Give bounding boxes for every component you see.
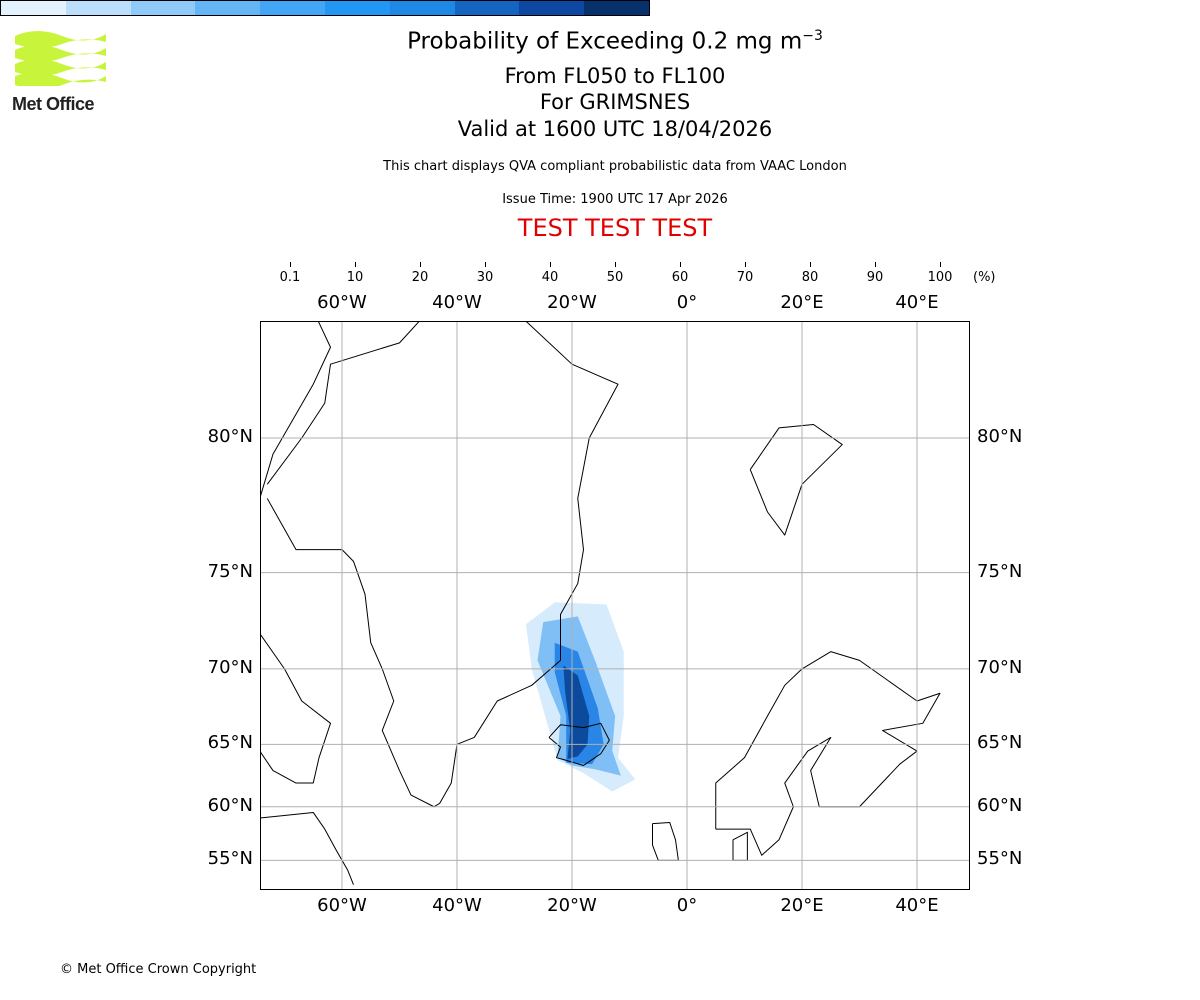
- colorbar-swatch: [324, 1, 390, 15]
- latitude-label-right: 55°N: [977, 848, 1023, 870]
- latitude-label-right: 70°N: [977, 656, 1023, 678]
- colorbar-swatch: [519, 1, 585, 15]
- colorbar-swatch: [260, 1, 325, 15]
- plume-probability-band: [563, 665, 590, 759]
- chart-title: Probability of Exceeding 0.2 mg m−3: [0, 28, 1200, 55]
- met-office-logo-text: Met Office: [12, 94, 95, 114]
- longitude-label-bottom: 40°W: [432, 895, 482, 916]
- latitude-label-left: 65°N: [207, 732, 253, 754]
- colorbar-tick-label: 80: [801, 270, 819, 285]
- colorbar-tick: [485, 262, 486, 267]
- colorbar-swatch: [130, 1, 196, 15]
- colorbar-unit: (%): [973, 270, 996, 285]
- colorbar-swatch: [454, 1, 520, 15]
- subtitle-valid-time: Valid at 1600 UTC 18/04/2026: [457, 117, 773, 141]
- colorbar-swatch: [195, 1, 261, 15]
- coastline: [260, 321, 331, 499]
- issue-time: Issue Time: 1900 UTC 17 Apr 2026: [502, 192, 728, 207]
- colorbar-tick-label: 20: [411, 270, 429, 285]
- subtitle-location: For GRIMSNES: [539, 90, 691, 114]
- colorbar-tick: [680, 262, 681, 267]
- latitude-label-right: 60°N: [977, 794, 1023, 816]
- colorbar-tick: [550, 262, 551, 267]
- test-banner: TEST TEST TEST: [517, 214, 713, 242]
- colorbar-tick: [810, 262, 811, 267]
- colorbar-tick: [615, 262, 616, 267]
- latitude-label-left: 80°N: [207, 426, 253, 447]
- latitude-label-left: 75°N: [207, 560, 253, 582]
- longitude-label-top: 20°W: [547, 292, 597, 313]
- longitude-label-top: 60°W: [317, 292, 367, 313]
- coastline: [749, 423, 843, 536]
- colorbar-swatch: [584, 1, 649, 15]
- longitude-label-top: 40°E: [895, 292, 939, 313]
- colorbar: [0, 0, 650, 16]
- colorbar-swatch: [389, 1, 455, 15]
- longitude-label-bottom: 20°E: [780, 895, 824, 916]
- colorbar-tick-label: 10: [346, 270, 364, 285]
- colorbar-swatch: [65, 1, 131, 15]
- longitude-label-top: 40°W: [432, 292, 482, 313]
- colorbar-tick-label: 30: [476, 270, 494, 285]
- gridlines: [260, 321, 970, 890]
- longitude-label-top: 20°E: [780, 292, 824, 313]
- longitude-label-bottom: 0°: [676, 895, 698, 916]
- coastline: [260, 811, 354, 885]
- coastline: [652, 822, 679, 861]
- latitude-label-right: 75°N: [977, 560, 1023, 582]
- coastline: [548, 722, 610, 766]
- colorbar-tick: [420, 262, 421, 267]
- longitude-label-bottom: 40°E: [895, 895, 939, 916]
- map-frame: [260, 321, 970, 890]
- colorbar-tick: [290, 262, 291, 267]
- latitude-label-left: 60°N: [207, 794, 253, 816]
- coastline: [266, 321, 619, 808]
- coastline: [260, 633, 331, 784]
- colorbar-tick: [355, 262, 356, 267]
- colorbar-tick: [940, 262, 941, 267]
- colorbar-swatch: [1, 1, 66, 15]
- coastline: [715, 651, 941, 856]
- subtitle-levels: From FL050 to FL100: [504, 64, 726, 88]
- map-plot: [260, 321, 970, 890]
- latitude-label-right: 80°N: [977, 426, 1023, 447]
- met-office-waves-icon: [15, 31, 106, 90]
- longitude-label-top: 0°: [676, 292, 698, 313]
- copyright: © Met Office Crown Copyright: [60, 962, 257, 977]
- longitude-label-bottom: 20°W: [547, 895, 597, 916]
- colorbar-tick-label: 0.1: [279, 270, 301, 285]
- coastline: [732, 831, 748, 861]
- latitude-label-left: 55°N: [207, 848, 253, 870]
- colorbar-tick-label: 100: [927, 270, 953, 285]
- colorbar-tick-label: 70: [736, 270, 754, 285]
- longitude-label-bottom: 60°W: [317, 895, 367, 916]
- colorbar-tick-label: 90: [866, 270, 884, 285]
- chart-title-exponent: −3: [802, 28, 823, 44]
- chart-title-text: Probability of Exceeding 0.2 mg m: [407, 28, 803, 55]
- colorbar-tick-label: 50: [606, 270, 624, 285]
- coastlines: [260, 321, 941, 885]
- colorbar-tick-label: 40: [541, 270, 559, 285]
- latitude-label-left: 70°N: [207, 656, 253, 678]
- data-source-note: This chart displays QVA compliant probab…: [383, 159, 847, 174]
- met-office-logo: Met Office: [12, 30, 112, 114]
- colorbar-tick: [745, 262, 746, 267]
- colorbar-tick-label: 60: [671, 270, 689, 285]
- colorbar-tick: [875, 262, 876, 267]
- latitude-label-right: 65°N: [977, 732, 1023, 754]
- ash-probability-plume: [526, 602, 636, 792]
